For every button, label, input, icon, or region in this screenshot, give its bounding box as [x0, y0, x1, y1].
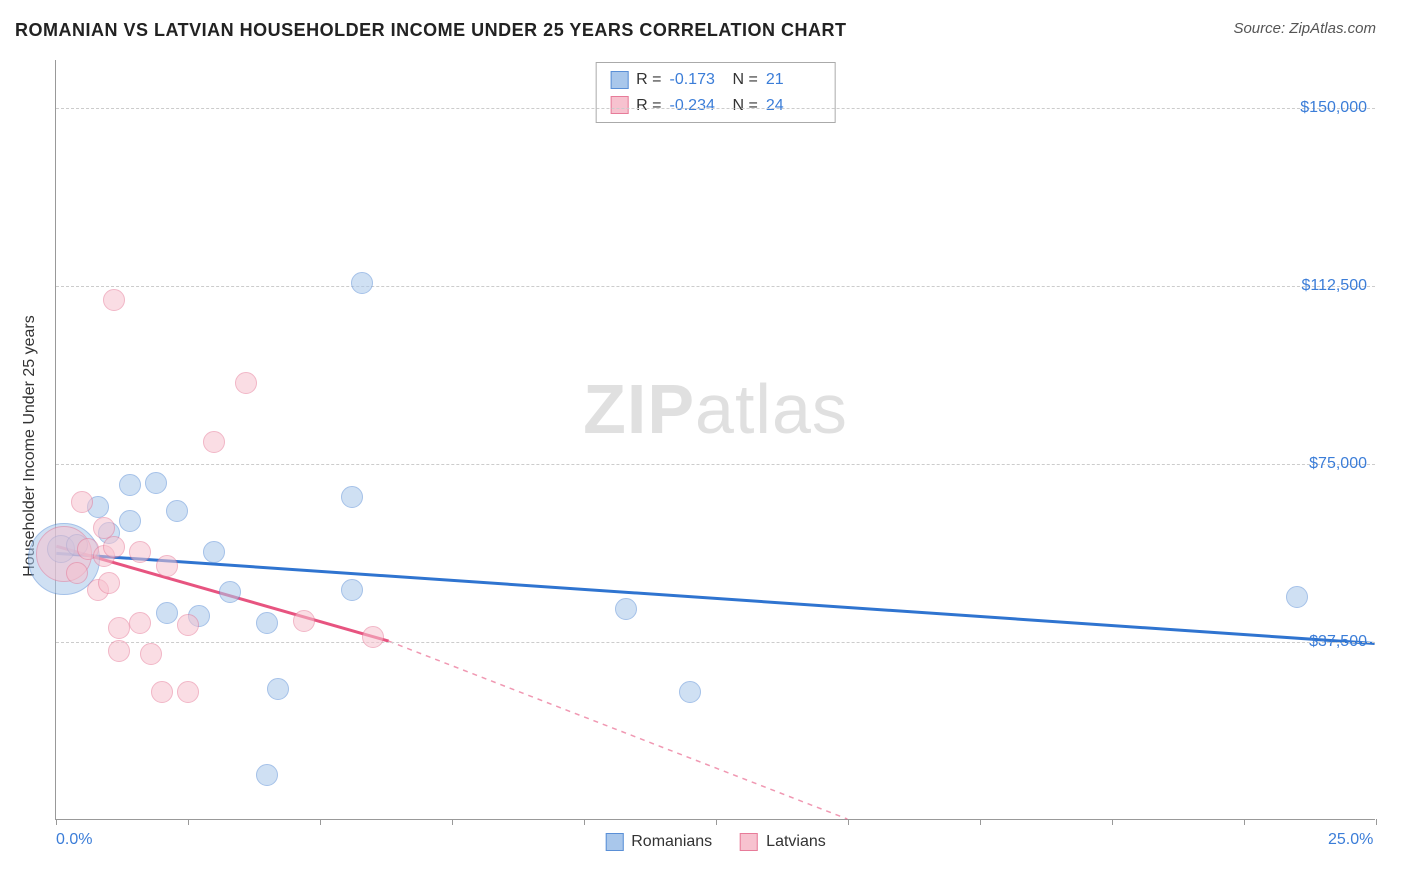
gridline: [56, 286, 1375, 287]
data-point: [177, 681, 199, 703]
legend-label: Romanians: [631, 833, 712, 851]
data-point: [103, 536, 125, 558]
data-point: [615, 598, 637, 620]
x-tick: [188, 819, 189, 825]
n-label: N =: [733, 93, 758, 119]
data-point: [119, 510, 141, 532]
x-tick-label: 0.0%: [56, 831, 92, 849]
y-tick-label: $75,000: [1309, 455, 1367, 473]
y-tick-label: $37,500: [1309, 633, 1367, 651]
r-value: -0.234: [670, 93, 725, 119]
data-point: [293, 610, 315, 632]
x-tick: [1376, 819, 1377, 825]
data-point: [203, 431, 225, 453]
gridline: [56, 464, 1375, 465]
data-point: [119, 474, 141, 496]
correlation-stats-box: R = -0.173 N = 21 R = -0.234 N = 24: [595, 62, 836, 123]
x-tick-label: 25.0%: [1328, 831, 1373, 849]
chart-title: ROMANIAN VS LATVIAN HOUSEHOLDER INCOME U…: [15, 20, 847, 41]
data-point: [351, 272, 373, 294]
data-point: [166, 500, 188, 522]
data-point: [362, 626, 384, 648]
data-point: [203, 541, 225, 563]
data-point: [341, 486, 363, 508]
data-point: [108, 617, 130, 639]
data-point: [98, 572, 120, 594]
data-point: [341, 579, 363, 601]
data-point: [267, 678, 289, 700]
data-point: [103, 289, 125, 311]
series-swatch: [610, 96, 628, 114]
data-point: [156, 555, 178, 577]
data-point: [235, 372, 257, 394]
r-value: -0.173: [670, 67, 725, 93]
watermark-text: ZIPatlas: [583, 369, 848, 449]
data-point: [256, 612, 278, 634]
legend-item: Latvians: [740, 833, 826, 851]
y-tick-label: $112,500: [1301, 277, 1367, 295]
x-tick: [716, 819, 717, 825]
n-value: 21: [766, 67, 821, 93]
data-point: [145, 472, 167, 494]
data-point: [66, 562, 88, 584]
data-point: [71, 491, 93, 513]
n-label: N =: [733, 67, 758, 93]
data-point: [129, 612, 151, 634]
gridline: [56, 108, 1375, 109]
n-value: 24: [766, 93, 821, 119]
stats-row: R = -0.173 N = 21: [610, 67, 821, 93]
stats-row: R = -0.234 N = 24: [610, 93, 821, 119]
x-tick: [56, 819, 57, 825]
x-tick: [320, 819, 321, 825]
x-tick: [1244, 819, 1245, 825]
r-label: R =: [636, 67, 661, 93]
data-point: [219, 581, 241, 603]
data-point: [140, 643, 162, 665]
source-attribution: Source: ZipAtlas.com: [1233, 20, 1376, 37]
x-tick: [980, 819, 981, 825]
trend-lines: [56, 60, 1375, 819]
r-label: R =: [636, 93, 661, 119]
data-point: [156, 602, 178, 624]
data-point: [177, 614, 199, 636]
data-point: [108, 640, 130, 662]
y-tick-label: $150,000: [1300, 99, 1367, 117]
scatter-chart: ZIPatlas R =-0.173N =21R =-0.234N =24 Ro…: [55, 60, 1375, 820]
x-tick: [848, 819, 849, 825]
data-point: [256, 764, 278, 786]
legend-swatch: [740, 833, 758, 851]
series-swatch: [610, 71, 628, 89]
x-tick: [1112, 819, 1113, 825]
legend-item: Romanians: [605, 833, 712, 851]
series-legend: Romanians Latvians: [605, 833, 826, 851]
x-tick: [452, 819, 453, 825]
data-point: [679, 681, 701, 703]
data-point: [151, 681, 173, 703]
data-point: [129, 541, 151, 563]
legend-label: Latvians: [766, 833, 826, 851]
gridline: [56, 642, 1375, 643]
legend-swatch: [605, 833, 623, 851]
x-tick: [584, 819, 585, 825]
data-point: [1286, 586, 1308, 608]
